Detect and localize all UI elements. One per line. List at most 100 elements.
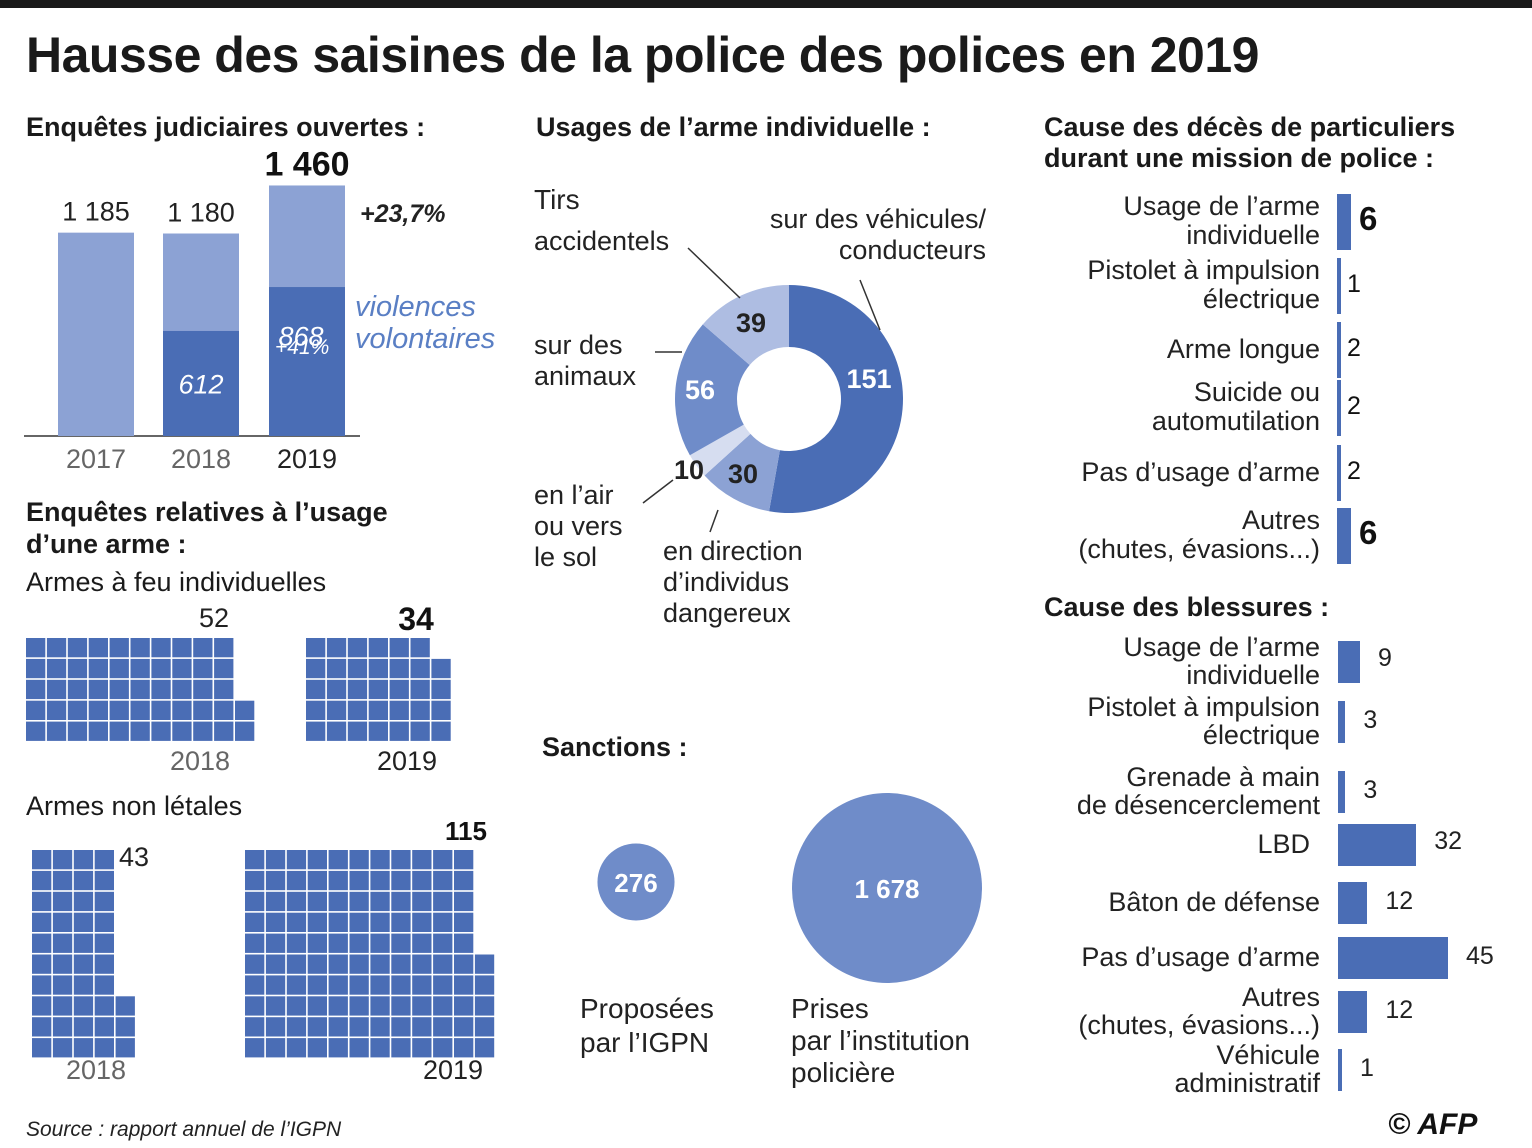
donut-svg: 151 30 10 56 39 (642, 247, 904, 533)
waffle-cell-nl-2019 (370, 1038, 390, 1058)
waffle-cell-nl-2018 (32, 1038, 52, 1058)
waffle-cell-feu-2018 (46, 700, 67, 720)
waffle-cell-feu-2019 (431, 721, 451, 741)
x-tick-label: 2018 (171, 444, 231, 474)
waffle-cell-feu-2018 (193, 638, 213, 658)
waffle-cell-nl-2019 (454, 1017, 474, 1037)
waffle-charts: 52 34 2018 2019 43 115 2018 2019 (0, 600, 520, 1100)
sanction-label: Proposées par l’IGPN (580, 993, 714, 1058)
waffle-cell-feu-2019 (389, 658, 409, 679)
blessures-category-label: Pistolet à impulsion électrique (1087, 692, 1320, 750)
waffle-cell-feu-2019 (389, 679, 409, 700)
waffle-cell-nl-2018 (94, 870, 114, 891)
waffle-cell-feu-2018 (88, 679, 108, 700)
waffle-cell-nl-2019 (474, 1017, 495, 1037)
waffle-cell-nl-2019 (307, 954, 327, 974)
slice-label: en l’air ou vers le sol (534, 480, 623, 572)
leader-line (709, 509, 719, 533)
deces-category-label: Pistolet à impulsion électrique (1087, 255, 1320, 314)
enquetes-chart: 1 185 2017 612 1 180 2018 868 1 460 2019 (0, 145, 520, 480)
waffle-cell-nl-2018 (32, 1017, 52, 1037)
donut-slice (689, 424, 751, 476)
waffle-cell-nl-2019 (454, 891, 474, 912)
waffle-cell-nl-2019 (349, 850, 369, 870)
blessures-category-label: LBD (1257, 829, 1310, 859)
donut-value-label: 151 (846, 364, 891, 394)
leader-line (642, 479, 674, 504)
waffle-cell-feu-2018 (109, 679, 129, 700)
waffle-cell-nl-2019 (265, 870, 286, 891)
waffle-cell-nl-2019 (245, 975, 265, 995)
waffle-cell-feu-2018 (26, 638, 46, 658)
waffle-cell-feu-2018 (130, 700, 150, 720)
waffle-cell-nl-2019 (286, 954, 307, 974)
waffle-cell-nl-2019 (245, 954, 265, 974)
waffle-cell-nl-2019 (328, 870, 348, 891)
waffle-cell-nl-2018 (52, 1038, 73, 1058)
source-note: Source : rapport annuel de l’IGPN (26, 1118, 342, 1141)
waffle-cell-nl-2019 (328, 954, 348, 974)
waffle-cell-feu-2019 (347, 700, 368, 720)
waffle-cell-nl-2018 (115, 1017, 135, 1037)
waffle-cell-feu-2018 (88, 638, 108, 658)
waffle-cell-nl-2019 (391, 870, 411, 891)
waffle-cell-nl-2019 (245, 870, 265, 891)
waffle-cell-nl-2019 (265, 996, 286, 1016)
leader-line (859, 279, 881, 331)
waffle-cell-feu-2019 (410, 658, 430, 679)
waffle-cell-feu-2018 (109, 700, 129, 720)
waffle-cell-nl-2018 (73, 870, 94, 891)
waffle-cell-feu-2019 (431, 658, 451, 679)
waffle-cell-nl-2019 (349, 1017, 369, 1037)
waffle-cell-nl-2018 (73, 975, 94, 995)
waffle-cell-nl-2019 (370, 850, 390, 870)
blessures-value-label: 3 (1363, 776, 1378, 804)
waffle-cell-feu-2019 (326, 700, 347, 720)
waffle-cell-feu-2019 (306, 700, 326, 720)
blessures-category-label: Véhicule administratif (1174, 1040, 1320, 1098)
waffle-cell-nl-2019 (328, 912, 348, 932)
armes-non-letales-heading: Armes non létales (26, 791, 243, 821)
waffle-cell-nl-2019 (474, 975, 495, 995)
total-value-label: 1 185 (62, 197, 130, 227)
waffle-svg: 52 34 2018 2019 43 115 2018 2019 (26, 601, 495, 1085)
waffle-value-label: 34 (398, 601, 434, 637)
waffle-value-label: 115 (445, 816, 487, 846)
waffle-cell-nl-2018 (94, 912, 114, 932)
blessures-value-label: 12 (1385, 887, 1414, 915)
waffle-cell-nl-2019 (391, 912, 411, 932)
waffle-cell-nl-2019 (391, 1017, 411, 1037)
waffle-cell-feu-2018 (109, 721, 129, 741)
waffle-cell-nl-2019 (328, 996, 348, 1016)
waffle-cell-nl-2019 (412, 975, 432, 995)
waffle-cell-nl-2018 (52, 1017, 73, 1037)
bubble-svg: 276 1 678 (597, 793, 982, 983)
waffle-cell-feu-2018 (193, 658, 213, 679)
slice-label: en direction d’individus dangereux (663, 536, 803, 628)
waffle-cell-nl-2018 (52, 891, 73, 912)
armes-heading: Enquêtes relatives à l’usage d’une arme … (26, 497, 388, 559)
waffle-cell-feu-2018 (151, 721, 171, 741)
waffle-cell-feu-2018 (26, 721, 46, 741)
waffle-cell-feu-2019 (306, 638, 326, 658)
deces-value-label: 6 (1359, 514, 1378, 551)
waffle-cell-nl-2019 (412, 891, 432, 912)
donut-slice (704, 433, 780, 512)
enquetes-svg: 1 185 2017 612 1 180 2018 868 1 460 2019 (24, 145, 360, 474)
deces-heading: Cause des décès de particuliers durant u… (1044, 112, 1456, 173)
deces-category-label: Arme longue (1166, 333, 1320, 364)
waffle-cell-nl-2019 (265, 850, 286, 870)
waffle-cell-nl-2019 (286, 975, 307, 995)
waffle-cell-nl-2018 (73, 891, 94, 912)
waffle-cell-nl-2019 (454, 933, 474, 953)
waffle-cell-feu-2018 (88, 721, 108, 741)
waffle-cell-feu-2018 (67, 658, 88, 679)
blessures-bar (1338, 937, 1448, 979)
waffle-cell-nl-2018 (94, 1038, 114, 1058)
blessures-bar (1338, 701, 1346, 743)
waffle-cell-nl-2019 (370, 954, 390, 974)
deces-bar (1337, 322, 1341, 378)
waffle-cell-nl-2019 (412, 850, 432, 870)
waffle-cell-feu-2018 (151, 679, 171, 700)
waffle-cell-nl-2019 (265, 975, 286, 995)
